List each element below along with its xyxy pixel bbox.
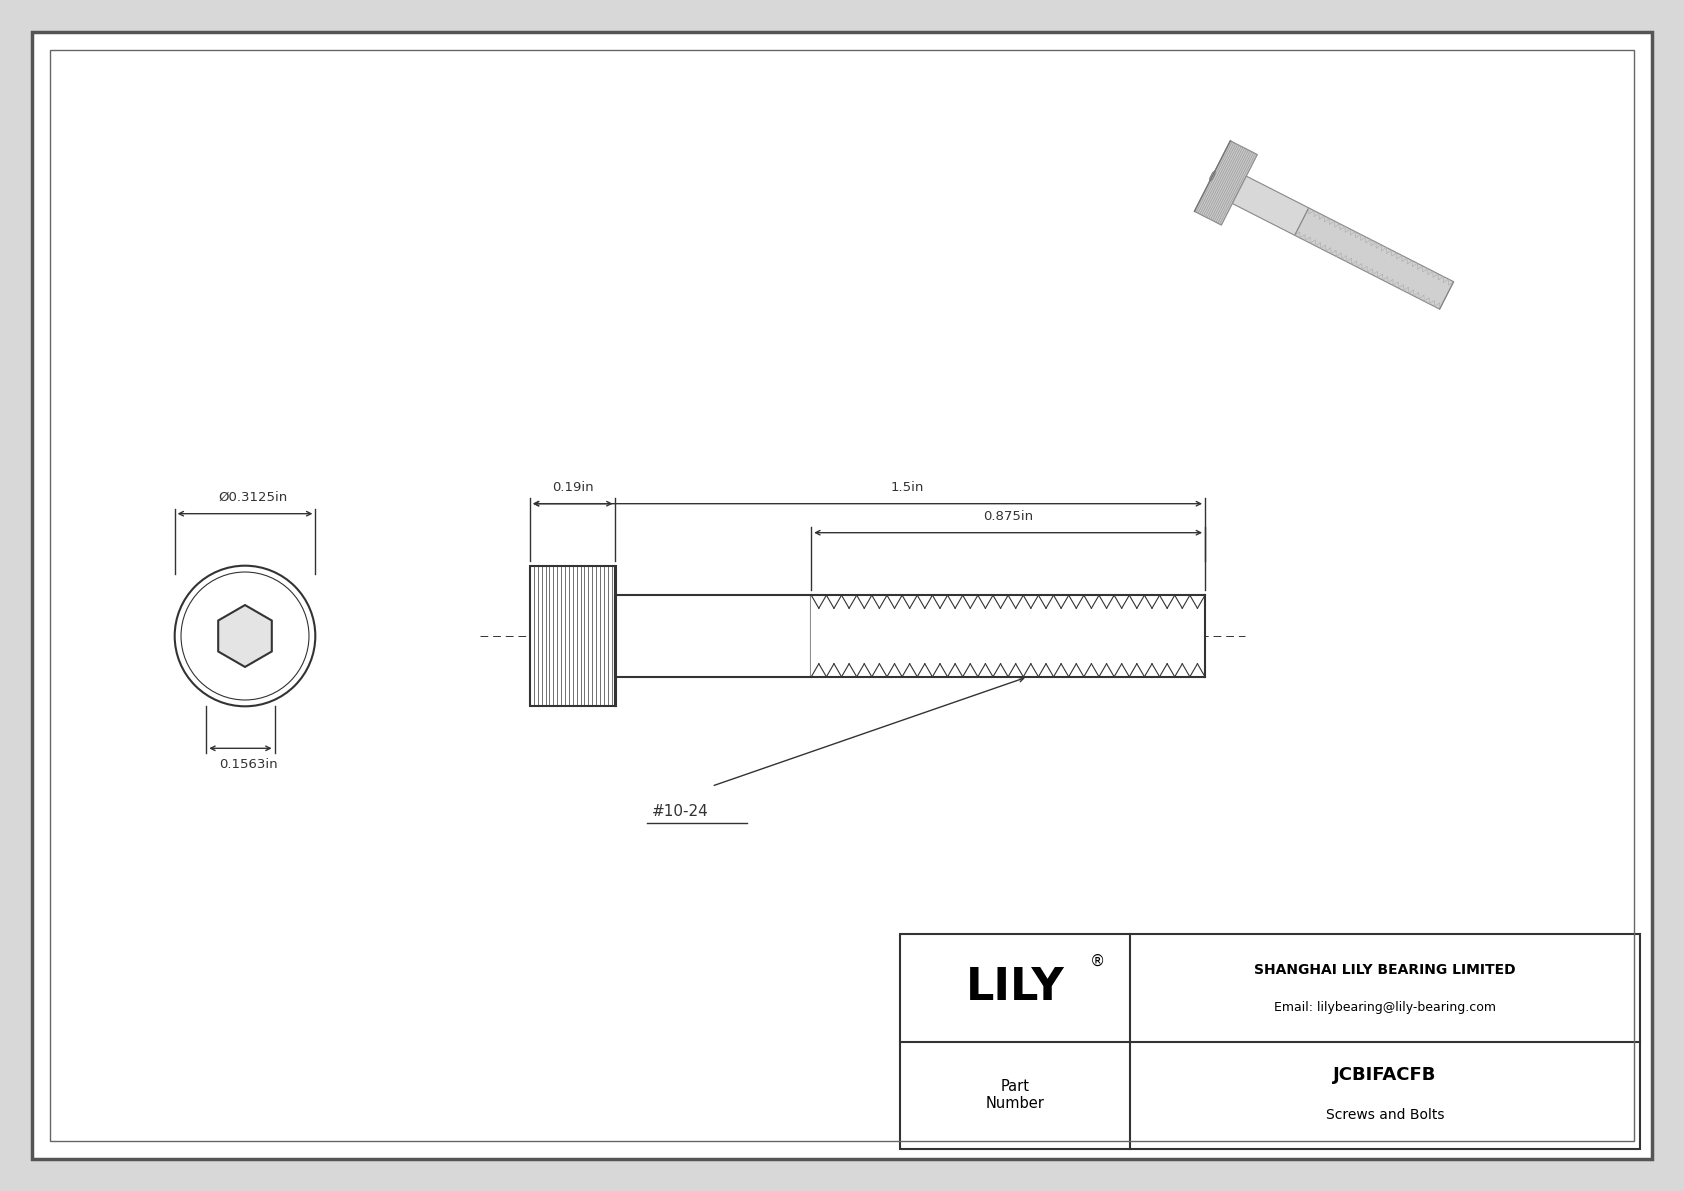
Polygon shape xyxy=(903,596,918,676)
Bar xyxy=(530,566,615,706)
Text: 0.1563in: 0.1563in xyxy=(219,759,278,772)
Polygon shape xyxy=(1160,596,1175,676)
Polygon shape xyxy=(963,596,978,676)
Polygon shape xyxy=(933,596,948,676)
Polygon shape xyxy=(872,596,887,676)
Polygon shape xyxy=(842,596,857,676)
Bar xyxy=(530,566,615,706)
Text: 1.5in: 1.5in xyxy=(891,481,925,494)
Polygon shape xyxy=(219,605,271,667)
Text: JCBIFACFB: JCBIFACFB xyxy=(1334,1066,1436,1084)
Text: 0.19in: 0.19in xyxy=(552,481,593,494)
Polygon shape xyxy=(1100,596,1115,676)
Text: Ø0.3125in: Ø0.3125in xyxy=(219,491,288,504)
Polygon shape xyxy=(812,596,827,676)
Text: 0.875in: 0.875in xyxy=(983,510,1034,523)
Bar xyxy=(615,596,812,676)
Text: #10-24: #10-24 xyxy=(652,804,709,819)
Polygon shape xyxy=(1175,596,1191,676)
Polygon shape xyxy=(887,596,903,676)
Polygon shape xyxy=(1039,596,1054,676)
Polygon shape xyxy=(1295,208,1453,310)
Polygon shape xyxy=(978,596,994,676)
Polygon shape xyxy=(1054,596,1069,676)
Polygon shape xyxy=(1209,170,1216,181)
Polygon shape xyxy=(948,596,963,676)
Text: ®: ® xyxy=(1090,954,1105,969)
Polygon shape xyxy=(1024,596,1039,676)
Text: Screws and Bolts: Screws and Bolts xyxy=(1325,1109,1445,1122)
Text: Email: lilybearing@lily-bearing.com: Email: lilybearing@lily-bearing.com xyxy=(1275,1002,1495,1015)
Polygon shape xyxy=(1084,596,1100,676)
Polygon shape xyxy=(1130,596,1145,676)
Text: SHANGHAI LILY BEARING LIMITED: SHANGHAI LILY BEARING LIMITED xyxy=(1255,962,1516,977)
Text: LILY: LILY xyxy=(965,966,1064,1009)
Polygon shape xyxy=(1069,596,1084,676)
Polygon shape xyxy=(827,596,842,676)
Polygon shape xyxy=(918,596,933,676)
Circle shape xyxy=(180,572,308,700)
Polygon shape xyxy=(1191,596,1206,676)
Polygon shape xyxy=(857,596,872,676)
Circle shape xyxy=(175,566,315,706)
Polygon shape xyxy=(1194,141,1258,225)
Polygon shape xyxy=(1233,176,1308,236)
Polygon shape xyxy=(1009,596,1024,676)
Polygon shape xyxy=(994,596,1009,676)
Bar xyxy=(812,596,1206,676)
Polygon shape xyxy=(1115,596,1130,676)
Polygon shape xyxy=(1145,596,1160,676)
Bar xyxy=(899,934,1640,1149)
Text: Part
Number: Part Number xyxy=(985,1079,1044,1111)
